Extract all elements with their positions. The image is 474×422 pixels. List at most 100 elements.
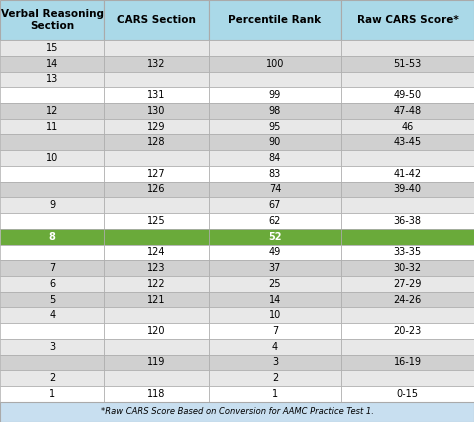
Bar: [209, 339, 341, 354]
Bar: [104, 386, 209, 402]
Bar: [341, 307, 474, 323]
Bar: [104, 229, 209, 244]
Bar: [104, 72, 209, 87]
Text: 126: 126: [147, 184, 166, 195]
Text: 123: 123: [147, 263, 166, 273]
Text: 99: 99: [269, 90, 281, 100]
Text: 3: 3: [49, 342, 55, 352]
Bar: [341, 135, 474, 150]
Bar: [0, 292, 104, 307]
Bar: [341, 0, 474, 40]
Bar: [104, 103, 209, 119]
Text: 14: 14: [269, 295, 281, 305]
Bar: [341, 197, 474, 213]
Text: 62: 62: [269, 216, 281, 226]
Text: 27-29: 27-29: [393, 279, 422, 289]
Bar: [209, 166, 341, 181]
Bar: [209, 354, 341, 370]
Bar: [341, 354, 474, 370]
Bar: [0, 354, 104, 370]
Bar: [104, 354, 209, 370]
Text: 120: 120: [147, 326, 166, 336]
Bar: [0, 339, 104, 354]
Text: 95: 95: [269, 122, 281, 132]
Bar: [209, 260, 341, 276]
Bar: [209, 87, 341, 103]
Text: 84: 84: [269, 153, 281, 163]
Bar: [104, 370, 209, 386]
Text: 122: 122: [147, 279, 166, 289]
Bar: [341, 181, 474, 197]
Text: 119: 119: [147, 357, 165, 368]
Bar: [104, 213, 209, 229]
Bar: [0, 229, 104, 244]
Text: 67: 67: [269, 200, 281, 210]
Bar: [341, 166, 474, 181]
Bar: [0, 386, 104, 402]
Bar: [104, 87, 209, 103]
Bar: [0, 213, 104, 229]
Text: 43-45: 43-45: [393, 137, 422, 147]
Bar: [341, 87, 474, 103]
Bar: [341, 339, 474, 354]
Text: 121: 121: [147, 295, 166, 305]
Bar: [341, 40, 474, 56]
Bar: [0, 402, 474, 422]
Bar: [341, 276, 474, 292]
Bar: [0, 0, 104, 40]
Text: 7: 7: [49, 263, 55, 273]
Text: 2: 2: [49, 373, 55, 383]
Text: 25: 25: [269, 279, 281, 289]
Text: CARS Section: CARS Section: [117, 15, 196, 25]
Bar: [104, 135, 209, 150]
Text: 9: 9: [49, 200, 55, 210]
Bar: [341, 213, 474, 229]
Bar: [341, 150, 474, 166]
Text: 1: 1: [49, 389, 55, 399]
Bar: [209, 181, 341, 197]
Text: 83: 83: [269, 169, 281, 179]
Text: 3: 3: [272, 357, 278, 368]
Bar: [0, 181, 104, 197]
Text: 131: 131: [147, 90, 165, 100]
Text: 49-50: 49-50: [393, 90, 422, 100]
Text: 132: 132: [147, 59, 166, 69]
Bar: [209, 0, 341, 40]
Bar: [0, 103, 104, 119]
Bar: [341, 56, 474, 72]
Bar: [0, 307, 104, 323]
Text: 124: 124: [147, 247, 166, 257]
Text: 15: 15: [46, 43, 58, 53]
Bar: [104, 119, 209, 135]
Text: 33-35: 33-35: [393, 247, 422, 257]
Text: 125: 125: [147, 216, 166, 226]
Bar: [209, 40, 341, 56]
Text: 24-26: 24-26: [393, 295, 422, 305]
Bar: [209, 150, 341, 166]
Text: 130: 130: [147, 106, 165, 116]
Text: 39-40: 39-40: [393, 184, 422, 195]
Text: 5: 5: [49, 295, 55, 305]
Text: 16-19: 16-19: [393, 357, 422, 368]
Text: 51-53: 51-53: [393, 59, 422, 69]
Bar: [209, 370, 341, 386]
Bar: [104, 150, 209, 166]
Bar: [0, 166, 104, 181]
Bar: [104, 276, 209, 292]
Text: 127: 127: [147, 169, 166, 179]
Text: 13: 13: [46, 74, 58, 84]
Text: 74: 74: [269, 184, 281, 195]
Bar: [341, 260, 474, 276]
Text: 6: 6: [49, 279, 55, 289]
Bar: [0, 40, 104, 56]
Text: 118: 118: [147, 389, 165, 399]
Bar: [104, 56, 209, 72]
Text: 47-48: 47-48: [393, 106, 422, 116]
Bar: [104, 339, 209, 354]
Bar: [209, 276, 341, 292]
Bar: [341, 323, 474, 339]
Text: 14: 14: [46, 59, 58, 69]
Text: 2: 2: [272, 373, 278, 383]
Bar: [341, 386, 474, 402]
Bar: [341, 244, 474, 260]
